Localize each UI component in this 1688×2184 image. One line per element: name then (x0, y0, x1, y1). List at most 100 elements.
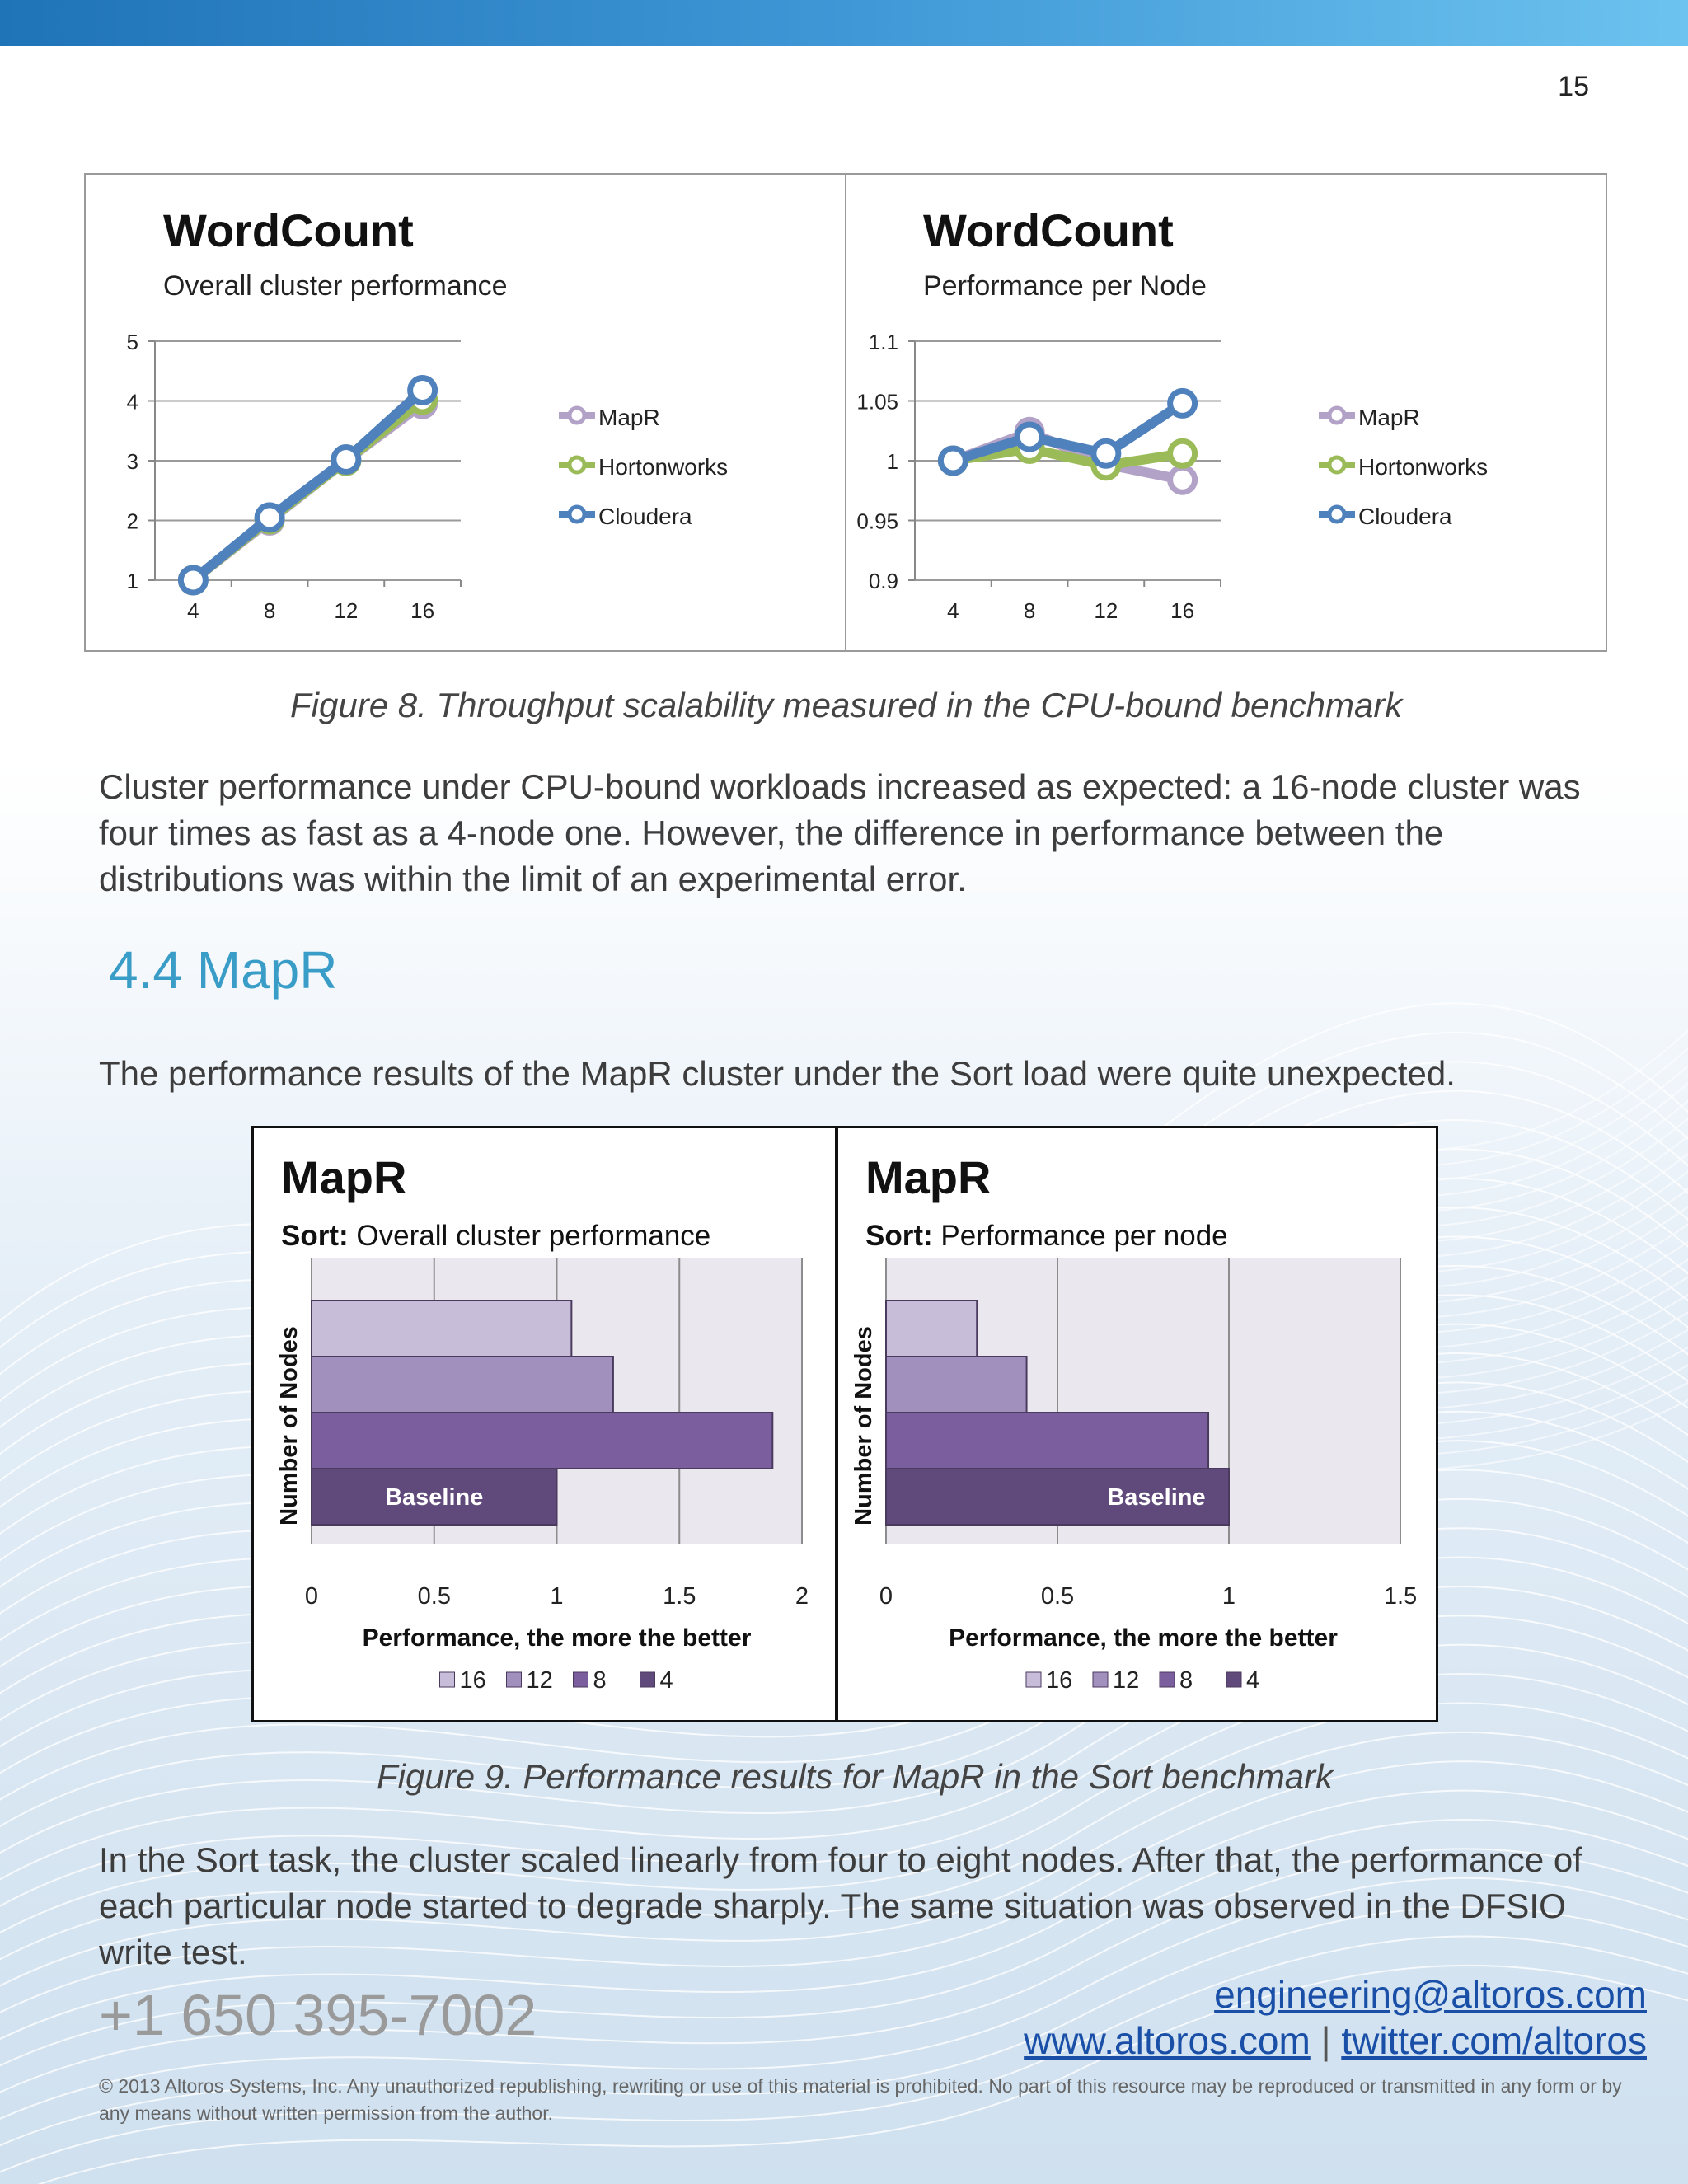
legend-marker (1327, 504, 1347, 524)
y-axis-label: Number of Nodes (276, 1326, 302, 1526)
series-line-cloudera (951, 399, 1185, 466)
x-tick-label: 2 (795, 1583, 809, 1610)
series-line-hortonworks (952, 443, 1184, 471)
wave-line (0, 1935, 1688, 2173)
legend-swatch (640, 1671, 655, 1688)
data-point-cloudera (1014, 421, 1045, 452)
paragraph-sort-task: In the Sort task, the cluster scaled lin… (99, 1840, 1582, 1971)
chart-subtitle: Performance per Node (923, 270, 1207, 302)
paragraph-cpu-bound: Cluster performance under CPU-bound work… (99, 767, 1581, 898)
chart-title: WordCount (923, 204, 1174, 256)
legend-label: 8 (1179, 1667, 1193, 1694)
wave-line (0, 1877, 1688, 2121)
legend-label: MapR (1358, 405, 1420, 430)
x-axis-label: Performance, the more the better (363, 1624, 752, 1652)
wave-line (0, 1527, 1688, 1802)
baseline-label: Baseline (1107, 1484, 1205, 1511)
subtitle-rest: Overall cluster performance (349, 1220, 711, 1252)
legend-label: Cloudera (1358, 504, 1452, 529)
footer-phone: +1 650 395-7002 (99, 1983, 537, 2047)
x-tick-label: 8 (264, 598, 275, 623)
bar-8-nodes (311, 1412, 774, 1469)
legend-label: 12 (1113, 1667, 1139, 1694)
legend-marker (567, 405, 587, 425)
legend-label: Hortonworks (1358, 454, 1488, 480)
baseline-label: Baseline (385, 1484, 483, 1511)
y-axis-label: Number of Nodes (851, 1326, 877, 1526)
figure-9-box: MapR Sort: Overall cluster performance 0… (251, 1126, 1438, 1722)
wave-line (0, 1615, 1688, 1881)
paragraph-mapr-intro: The performance results of the MapR clus… (99, 1054, 1456, 1093)
data-point-cloudera (1167, 387, 1198, 419)
bar-16-nodes (885, 1300, 978, 1357)
x-tick-label: 12 (1094, 598, 1118, 623)
wave-line (0, 1906, 1688, 2147)
y-tick-label: 0.9 (869, 569, 898, 593)
figure-8-caption: Figure 8. Throughput scalability measure… (290, 686, 1403, 724)
wave-line (0, 1586, 1688, 1854)
bar-8-nodes (885, 1412, 1210, 1469)
wave-line (0, 1673, 1688, 1934)
x-tick-label: 0.5 (418, 1583, 451, 1610)
x-tick-label: 1 (1222, 1583, 1236, 1610)
legend-label: 4 (1246, 1667, 1259, 1694)
wave-line (0, 1819, 1688, 2067)
x-tick-label: 8 (1024, 598, 1035, 623)
wave-line (0, 1731, 1688, 1987)
bar-12-nodes (885, 1356, 1028, 1413)
y-tick-label: 0.95 (856, 509, 898, 534)
figure-9-caption: Figure 9. Performance results for MapR i… (377, 1757, 1334, 1796)
chart-title: MapR (281, 1151, 406, 1203)
legend-marker (1327, 455, 1347, 475)
y-tick-label: 1.05 (856, 390, 898, 415)
chart-subtitle: Overall cluster performance (163, 270, 508, 302)
legend-label: 16 (1046, 1667, 1072, 1694)
x-axis-label: Performance, the more the better (949, 1624, 1338, 1652)
y-tick-label: 1 (887, 449, 898, 474)
mapr-sort-per-node-chart: MapR Sort: Performance per node 0 0.5 1 1.5… (851, 1151, 1417, 1694)
section-heading: 4.4 MapR (109, 940, 338, 1000)
wordcount-per-node-chart: WordCount Performance per Node 0.9 0.95 1 1… (856, 204, 1488, 623)
x-tick-label: 0 (879, 1583, 893, 1610)
page-number: 15 (1558, 71, 1589, 102)
email-link[interactable]: engineering@altoros.com (1214, 1973, 1647, 2016)
legend-swatch (439, 1671, 455, 1688)
link-separator: | (1320, 2019, 1331, 2062)
x-tick-label: 0.5 (1041, 1583, 1074, 1610)
subtitle-rest: Performance per node (933, 1220, 1228, 1252)
wordcount-overall-chart: WordCount Overall cluster performance 12… (127, 204, 729, 623)
wave-line (0, 1702, 1688, 1961)
figure-9-charts: MapR Sort: Overall cluster performance 0… (276, 1128, 1417, 1720)
top-banner (0, 0, 1688, 46)
legend-swatch (1025, 1671, 1042, 1688)
legend-label: 16 (460, 1667, 486, 1694)
legend-marker (1327, 405, 1347, 425)
wave-line (0, 1789, 1688, 2041)
subtitle-bold: Sort: (865, 1220, 933, 1252)
y-tick-label: 2 (127, 509, 138, 534)
chart-subtitle: Sort: Performance per node (865, 1220, 1228, 1252)
x-tick-label: 1.5 (663, 1583, 696, 1610)
legend-marker (567, 455, 587, 475)
legend-marker (567, 504, 587, 524)
data-point-cloudera (407, 374, 438, 405)
twitter-link[interactable]: twitter.com/altoros (1341, 2019, 1647, 2062)
wave-line (0, 1848, 1688, 2093)
data-point-hortonworks (1167, 438, 1198, 469)
series-line-cloudera (190, 387, 426, 584)
y-tick-label: 5 (127, 330, 138, 354)
data-point-cloudera (331, 444, 362, 476)
chart-subtitle: Sort: Overall cluster performance (281, 1220, 710, 1252)
wave-line (0, 1556, 1688, 1828)
x-tick-label: 4 (947, 598, 959, 623)
data-point-cloudera (937, 445, 968, 476)
wave-line (0, 1643, 1688, 1908)
chart-title: MapR (865, 1151, 991, 1203)
legend-swatch (1226, 1671, 1242, 1688)
data-point-cloudera (1090, 438, 1122, 469)
y-tick-label: 4 (127, 390, 138, 415)
website-link[interactable]: www.altoros.com (1024, 2019, 1311, 2062)
bar-12-nodes (311, 1356, 614, 1413)
y-tick-label: 1 (127, 569, 138, 593)
